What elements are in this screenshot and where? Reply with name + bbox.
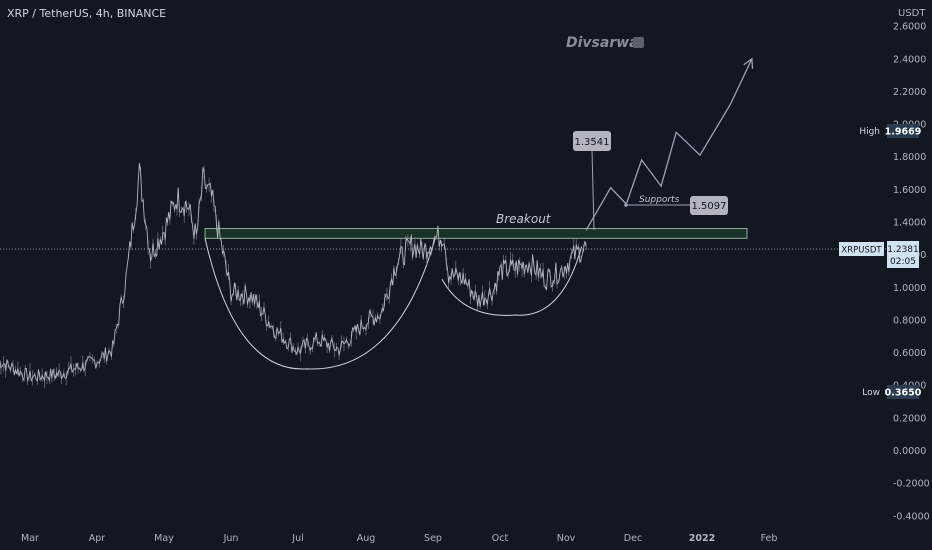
low-value: 0.3650 xyxy=(885,388,922,399)
current-symbol: XRPUSDT xyxy=(841,246,882,256)
low-badge xyxy=(887,385,919,399)
high-badge xyxy=(887,124,919,138)
supports-price-text: 1.5097 xyxy=(692,201,727,212)
price-line xyxy=(0,162,587,382)
breakout-callout-line xyxy=(591,149,595,231)
current-price-value: 1.2381 xyxy=(887,245,919,255)
time-tick-label: Mar xyxy=(21,533,39,544)
time-axis[interactable]: Mar Apr May Jun Jul Aug Sep Oct Nov Dec 2022 Feb xyxy=(21,533,777,544)
price-tick-label: 1.6000 xyxy=(893,185,926,196)
price-tick-label: 0.8000 xyxy=(893,315,926,326)
price-tick-label: 0.2000 xyxy=(893,413,926,424)
price-tick-label: 1.8000 xyxy=(893,152,926,163)
author-logo-icon xyxy=(633,37,644,48)
bar-countdown: 02:05 xyxy=(890,257,916,267)
breakout-price-callout[interactable] xyxy=(573,131,611,151)
current-price-badge xyxy=(887,241,919,268)
price-tick-label: 2.6000 xyxy=(893,22,926,33)
time-tick-label: Nov xyxy=(557,533,576,544)
current-symbol-badge xyxy=(839,242,884,256)
breakout-zone[interactable] xyxy=(204,228,748,239)
symbol-header: XRP / TetherUS, 4h, BINANCE xyxy=(7,7,166,20)
time-tick-label: Oct xyxy=(492,533,509,544)
time-tick-label: Dec xyxy=(624,533,642,544)
price-tick-label: -0.4000 xyxy=(893,511,930,522)
supports-anchor xyxy=(624,203,628,207)
time-tick-label: May xyxy=(154,533,174,544)
price-tick-label: 0.0000 xyxy=(893,446,926,457)
time-tick-label: Aug xyxy=(357,533,376,544)
time-tick-label: 2022 xyxy=(689,533,715,544)
price-tick-label: 1.4000 xyxy=(893,218,926,229)
high-label: High xyxy=(859,127,880,137)
price-tick-label: 2.2000 xyxy=(893,87,926,98)
breakout-price-text: 1.3541 xyxy=(575,137,610,148)
cup-arc-right[interactable] xyxy=(441,246,583,316)
currency-label: USDT xyxy=(898,8,926,19)
price-tick-label: 0.6000 xyxy=(893,348,926,359)
time-tick-label: Jun xyxy=(223,533,239,544)
supports-label: Supports xyxy=(639,195,680,205)
author-watermark: Divsarwa xyxy=(566,35,639,51)
supports-price-callout[interactable] xyxy=(690,196,728,215)
time-tick-label: Feb xyxy=(761,533,778,544)
arrowhead-icon xyxy=(743,57,754,69)
cup-arc-left[interactable] xyxy=(204,238,436,370)
breakout-label: Breakout xyxy=(496,212,552,226)
time-tick-label: Sep xyxy=(424,533,442,544)
low-label: Low xyxy=(862,388,880,398)
projection-path[interactable] xyxy=(585,58,753,231)
price-axis[interactable]: 2.60002.40002.20002.00001.80001.60001.40… xyxy=(893,22,930,523)
price-series xyxy=(0,162,587,389)
high-value: 1.9669 xyxy=(885,127,922,138)
time-tick-label: Apr xyxy=(89,533,106,544)
time-tick-label: Jul xyxy=(291,533,303,544)
price-tick-label: 2.4000 xyxy=(893,54,926,65)
price-tick-label: -0.2000 xyxy=(893,479,930,490)
price-tick-label: 1.0000 xyxy=(893,283,926,294)
